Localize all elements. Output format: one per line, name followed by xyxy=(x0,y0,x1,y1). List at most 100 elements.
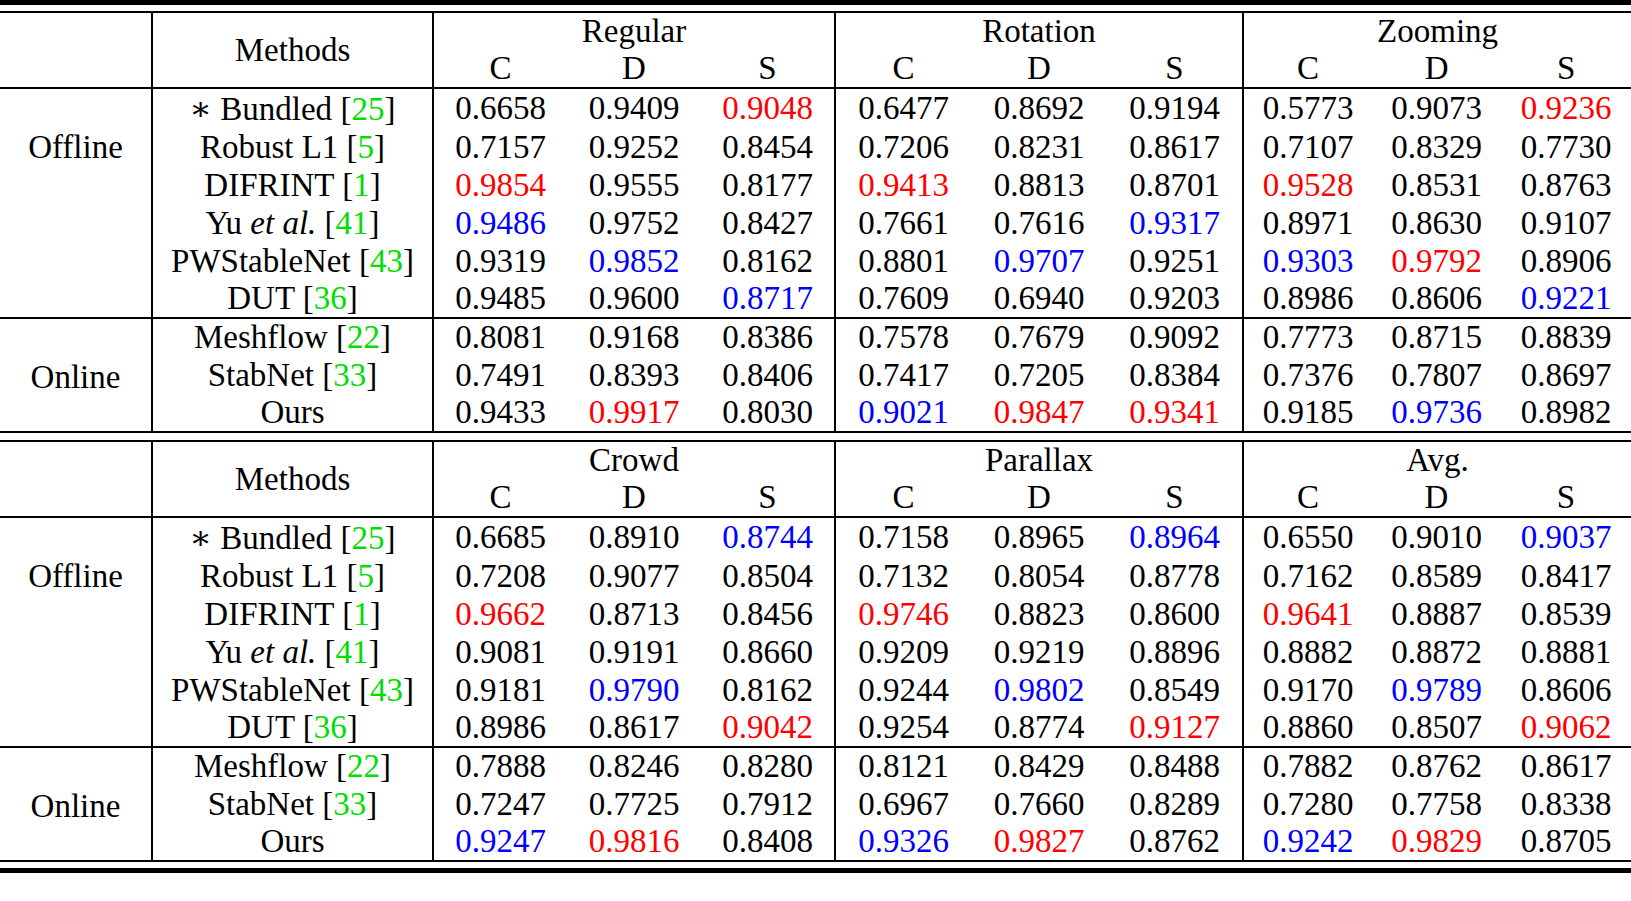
metric-value: 0.7730 xyxy=(1501,128,1631,166)
category-header-regular: Regular xyxy=(433,12,835,50)
citation-link[interactable]: 22 xyxy=(347,319,380,355)
metric-value: 0.9326 xyxy=(835,823,971,861)
metric-value: 0.9244 xyxy=(835,671,971,709)
metric-value: 0.9077 xyxy=(567,557,701,595)
metric-value: 0.7206 xyxy=(835,128,971,166)
metric-value: 0.8986 xyxy=(433,709,567,747)
citation-link[interactable]: 41 xyxy=(336,634,369,670)
metric-col-header-c: C xyxy=(433,50,567,88)
metric-value: 0.8121 xyxy=(835,747,971,785)
method-cell: DUT [36] xyxy=(152,280,433,318)
results-table-bottom: Methods Crowd Parallax Avg. C D S C D S … xyxy=(0,440,1631,862)
metric-value: 0.8427 xyxy=(701,204,835,242)
metric-value: 0.8801 xyxy=(835,242,971,280)
metric-value: 0.7773 xyxy=(1243,318,1372,356)
metric-value: 0.8823 xyxy=(971,595,1107,633)
metric-value: 0.8429 xyxy=(971,747,1107,785)
metric-value: 0.8813 xyxy=(971,166,1107,204)
metric-value: 0.9319 xyxy=(433,242,567,280)
table-row: DUT [36]0.94850.96000.87170.76090.69400.… xyxy=(0,280,1631,318)
metric-value: 0.8081 xyxy=(433,318,567,356)
metric-value: 0.7888 xyxy=(433,747,567,785)
citation-link[interactable]: 5 xyxy=(358,558,375,594)
metric-value: 0.9433 xyxy=(433,394,567,432)
metric-value: 0.8701 xyxy=(1107,166,1243,204)
metric-value: 0.7882 xyxy=(1243,747,1372,785)
metric-value: 0.9854 xyxy=(433,166,567,204)
metric-value: 0.8386 xyxy=(701,318,835,356)
metric-value: 0.8030 xyxy=(701,394,835,432)
row-group-cell: Online xyxy=(0,747,152,861)
metric-value: 0.8697 xyxy=(1501,356,1631,394)
metric-value: 0.9662 xyxy=(433,595,567,633)
metric-value: 0.5773 xyxy=(1243,88,1372,128)
paper-results-figure: Methods Regular Rotation Zooming C D S C… xyxy=(0,0,1631,873)
citation-link[interactable]: 41 xyxy=(336,205,369,241)
metric-value: 0.9789 xyxy=(1372,671,1501,709)
citation-link[interactable]: 25 xyxy=(351,91,384,127)
metric-value: 0.7609 xyxy=(835,280,971,318)
metric-value: 0.7208 xyxy=(433,557,567,595)
metric-value: 0.8531 xyxy=(1372,166,1501,204)
metric-value: 0.9048 xyxy=(701,88,835,128)
metric-value: 0.8971 xyxy=(1243,204,1372,242)
metric-value: 0.8406 xyxy=(701,356,835,394)
method-cell: DIFRINT [1] xyxy=(152,166,433,204)
citation-link[interactable]: 5 xyxy=(358,129,375,165)
citation-link[interactable]: 25 xyxy=(351,520,384,556)
metric-col-header-c: C xyxy=(1243,50,1372,88)
metric-value: 0.9236 xyxy=(1501,88,1631,128)
metric-col-header-d: D xyxy=(567,479,701,517)
citation-link[interactable]: 36 xyxy=(314,709,347,745)
corner-cell xyxy=(0,12,152,88)
metric-value: 0.8692 xyxy=(971,88,1107,128)
corner-cell xyxy=(0,441,152,517)
metric-value: 0.9746 xyxy=(835,595,971,633)
citation-link[interactable]: 43 xyxy=(370,672,403,708)
table-row: StabNet [33]0.72470.77250.79120.69670.76… xyxy=(0,785,1631,823)
row-group-label: Online xyxy=(0,358,151,396)
metric-value: 0.7157 xyxy=(433,128,567,166)
citation-link[interactable]: 1 xyxy=(353,596,370,632)
metric-value: 0.9081 xyxy=(433,633,567,671)
metric-value: 0.8778 xyxy=(1107,557,1243,595)
metric-value: 0.9829 xyxy=(1372,823,1501,861)
citation-link[interactable]: 33 xyxy=(333,357,366,393)
metric-value: 0.8982 xyxy=(1501,394,1631,432)
metric-col-header-d: D xyxy=(971,479,1107,517)
metric-value: 0.9341 xyxy=(1107,394,1243,432)
method-cell: ∗ Bundled [25] xyxy=(152,517,433,557)
bottom-rule xyxy=(0,868,1631,873)
category-header-row: Methods Crowd Parallax Avg. xyxy=(0,441,1631,479)
metric-value: 0.8965 xyxy=(971,517,1107,557)
metric-col-header-s: S xyxy=(1107,479,1243,517)
table-row: DUT [36]0.89860.86170.90420.92540.87740.… xyxy=(0,709,1631,747)
metric-value: 0.9251 xyxy=(1107,242,1243,280)
metric-value: 0.7758 xyxy=(1372,785,1501,823)
metric-col-header-s: S xyxy=(1501,50,1631,88)
table-row: PWStableNet [43]0.93190.98520.81620.8801… xyxy=(0,242,1631,280)
metric-value: 0.8705 xyxy=(1501,823,1631,861)
citation-link[interactable]: 36 xyxy=(314,280,347,316)
metric-value: 0.7912 xyxy=(701,785,835,823)
metric-value: 0.9816 xyxy=(567,823,701,861)
metric-value: 0.8881 xyxy=(1501,633,1631,671)
metric-value: 0.9752 xyxy=(567,204,701,242)
metric-value: 0.8162 xyxy=(701,242,835,280)
table-body-0: Offline∗ Bundled [25]0.66580.94090.90480… xyxy=(0,88,1631,432)
metric-value: 0.9242 xyxy=(1243,823,1372,861)
metric-value: 0.6658 xyxy=(433,88,567,128)
citation-link[interactable]: 33 xyxy=(333,786,366,822)
metric-value: 0.9191 xyxy=(567,633,701,671)
metric-col-header-c: C xyxy=(1243,479,1372,517)
citation-link[interactable]: 1 xyxy=(353,167,370,203)
metric-value: 0.7679 xyxy=(971,318,1107,356)
citation-link[interactable]: 43 xyxy=(370,243,403,279)
metric-value: 0.9641 xyxy=(1243,595,1372,633)
metric-col-header-c: C xyxy=(835,50,971,88)
metric-value: 0.9247 xyxy=(433,823,567,861)
metric-value: 0.8338 xyxy=(1501,785,1631,823)
metric-value: 0.9736 xyxy=(1372,394,1501,432)
citation-link[interactable]: 22 xyxy=(347,748,380,784)
table-row: PWStableNet [43]0.91810.97900.81620.9244… xyxy=(0,671,1631,709)
